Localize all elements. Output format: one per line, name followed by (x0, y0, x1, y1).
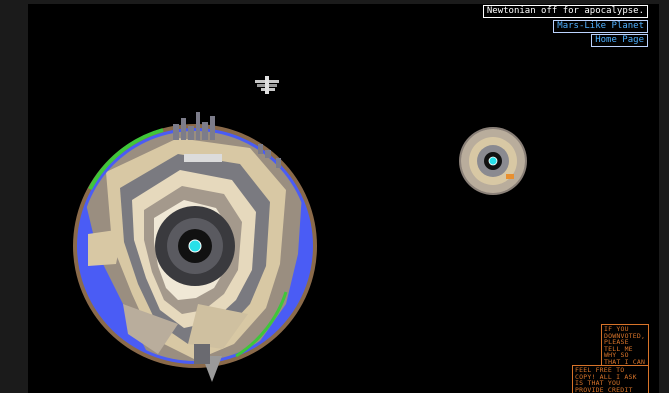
planet-core (188, 239, 202, 253)
moon[interactable] (459, 127, 527, 195)
copy-credit-note: Feel free to copy! All I ask is that you… (572, 365, 649, 393)
game-canvas[interactable]: Newtonian off for apocalypse. Mars-Like … (28, 4, 659, 393)
game-scene[interactable] (28, 4, 659, 393)
planet[interactable] (73, 122, 317, 376)
bottom-structure[interactable] (194, 344, 222, 382)
city-skyline[interactable] (173, 112, 281, 168)
mars-like-planet-link[interactable]: Mars-Like Planet (553, 20, 648, 33)
satellite-icon[interactable] (255, 76, 279, 94)
vegetation-strip (235, 291, 288, 358)
home-page-link[interactable]: Home Page (591, 34, 648, 47)
vegetation-strip (88, 128, 164, 190)
newtonian-toggle-button[interactable]: Newtonian off for apocalypse. (482, 5, 648, 18)
